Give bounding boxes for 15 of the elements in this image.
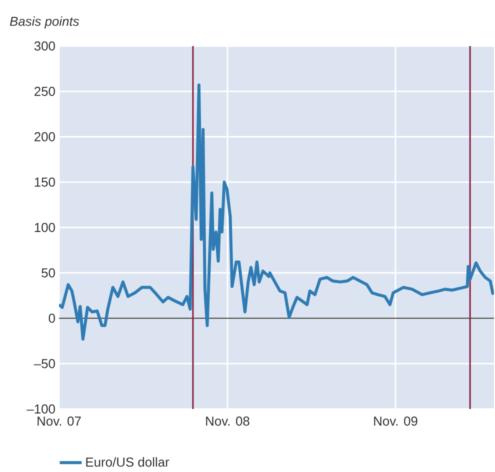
y-tick-label: 250 — [34, 86, 55, 96]
y-tick-label: 200 — [34, 132, 55, 142]
x-tick-label: Nov. 08 — [206, 416, 250, 426]
y-tick-label: 0 — [48, 314, 55, 323]
y-tick-label: –50 — [34, 359, 55, 368]
y-tick-label: 100 — [34, 222, 55, 232]
y-tick-label: –100 — [26, 404, 55, 414]
line-series — [59, 84, 494, 341]
y-tick-label: 300 — [34, 41, 55, 51]
x-tick-label: Nov. 07 — [38, 416, 81, 426]
y-axis-title: Basis points — [10, 16, 80, 28]
legend-label: Euro/US dollar — [86, 457, 170, 467]
y-tick-label: 50 — [42, 268, 55, 278]
y-tick-label: 150 — [34, 178, 55, 187]
x-tick-label: Nov. 09 — [374, 416, 418, 426]
